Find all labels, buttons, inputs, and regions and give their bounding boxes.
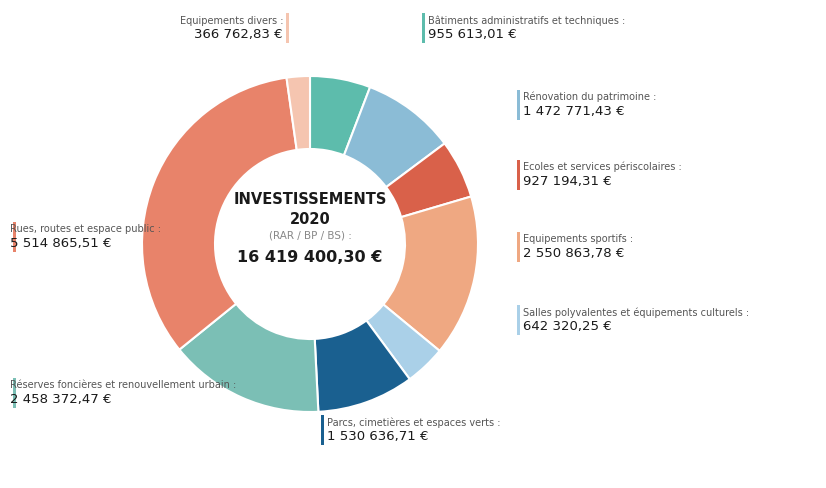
Bar: [13, 378, 16, 408]
Bar: [517, 305, 520, 335]
Text: 1 472 771,43 €: 1 472 771,43 €: [523, 105, 624, 118]
Text: 1 530 636,71 €: 1 530 636,71 €: [327, 430, 429, 443]
Wedge shape: [179, 304, 318, 412]
Text: Salles polyvalentes et équipements culturels :: Salles polyvalentes et équipements cultu…: [523, 307, 749, 318]
Wedge shape: [287, 76, 310, 150]
Bar: [13, 222, 16, 252]
Wedge shape: [383, 197, 478, 351]
Wedge shape: [386, 143, 471, 217]
Text: Rénovation du patrimoine :: Rénovation du patrimoine :: [523, 92, 657, 102]
Bar: [517, 90, 520, 120]
Text: 2020: 2020: [290, 211, 330, 226]
Text: 366 762,83 €: 366 762,83 €: [194, 28, 283, 41]
Text: Parcs, cimetières et espaces verts :: Parcs, cimetières et espaces verts :: [327, 417, 501, 427]
Text: (RAR / BP / BS) :: (RAR / BP / BS) :: [268, 230, 351, 240]
Wedge shape: [367, 305, 439, 379]
Wedge shape: [142, 78, 297, 349]
Text: INVESTISSEMENTS: INVESTISSEMENTS: [233, 192, 387, 207]
Wedge shape: [344, 87, 444, 187]
Text: 2 458 372,47 €: 2 458 372,47 €: [10, 393, 112, 406]
Text: Equipements divers :: Equipements divers :: [179, 16, 283, 25]
Text: 16 419 400,30 €: 16 419 400,30 €: [237, 250, 382, 265]
Text: Réserves foncières et renouvellement urbain :: Réserves foncières et renouvellement urb…: [10, 381, 236, 390]
Wedge shape: [315, 321, 410, 412]
Text: 5 514 865,51 €: 5 514 865,51 €: [10, 237, 112, 250]
Bar: [321, 415, 324, 445]
Bar: [517, 160, 520, 190]
Bar: [286, 13, 289, 43]
Text: Equipements sportifs :: Equipements sportifs :: [523, 235, 633, 244]
Text: 642 320,25 €: 642 320,25 €: [523, 320, 612, 333]
Bar: [517, 232, 520, 262]
Text: Rues, routes et espace public :: Rues, routes et espace public :: [10, 224, 161, 235]
Wedge shape: [310, 76, 370, 155]
Text: Ecoles et services périscolaires :: Ecoles et services périscolaires :: [523, 162, 681, 172]
Bar: [422, 13, 425, 43]
Text: 955 613,01 €: 955 613,01 €: [428, 28, 517, 41]
Text: Bâtiments administratifs et techniques :: Bâtiments administratifs et techniques :: [428, 15, 625, 25]
Text: 2 550 863,78 €: 2 550 863,78 €: [523, 247, 624, 260]
Text: 927 194,31 €: 927 194,31 €: [523, 175, 612, 188]
